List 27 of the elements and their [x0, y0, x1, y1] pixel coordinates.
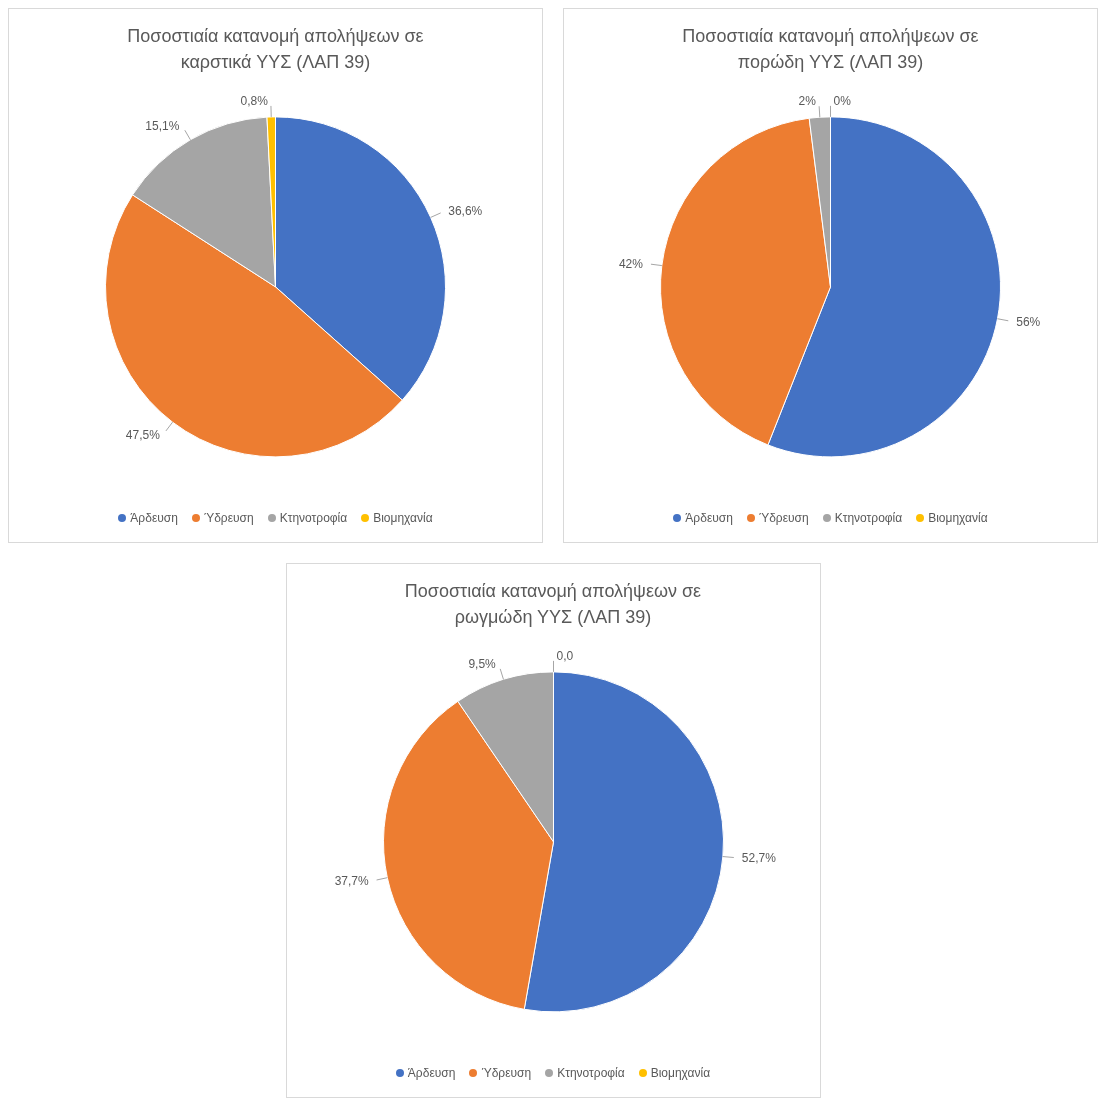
- data-label: 47,5%: [125, 427, 161, 442]
- legend-label: Άρδευση: [406, 1066, 456, 1080]
- legend-label: Βιομηχανία: [927, 511, 988, 525]
- legend-label: Ύδρευση: [757, 511, 809, 525]
- data-label: 42%: [618, 256, 644, 271]
- data-label: 2%: [798, 94, 817, 109]
- legend-label: Άρδευση: [684, 511, 733, 525]
- data-label: 15,1%: [145, 118, 180, 133]
- legend-label: Κτηνοτροφία: [833, 511, 903, 525]
- text: 0,0: [556, 648, 573, 663]
- legend-label: Κτηνοτροφία: [556, 1066, 625, 1080]
- data-label: 0,8%: [240, 93, 269, 108]
- text: 0%: [833, 93, 851, 108]
- chart-title: Ποσοστιαία κατανομή απολήψεων σε καρστικά ΥΥΣ (ΛΑΠ 39): [126, 25, 425, 74]
- chart-title: Ποσοστιαία κατανομή απολήψεων σε πορώδη ΥΥΣ (ΛΑΠ 39): [681, 25, 980, 74]
- legend-label: Κτηνοτροφία: [278, 511, 348, 525]
- legend-label: Ύδρευση: [480, 1066, 532, 1080]
- data-label: 9,5%: [467, 657, 496, 672]
- chart-title: Ποσοστιαία κατανομή απολήψεων σε ρωγμώδη ΥΥΣ (ΛΑΠ 39): [403, 580, 703, 629]
- data-label: 56%: [1016, 314, 1041, 329]
- data-label: 37,7%: [334, 874, 369, 889]
- legend-label: Βιομηχανία: [649, 1066, 711, 1080]
- data-label: 36,6%: [448, 203, 483, 218]
- legend-label: Βιομηχανία: [372, 511, 433, 525]
- legend-label: Ύδρευση: [202, 511, 254, 525]
- data-label: 52,7%: [741, 850, 776, 865]
- legend-label: Άρδευση: [129, 511, 178, 525]
